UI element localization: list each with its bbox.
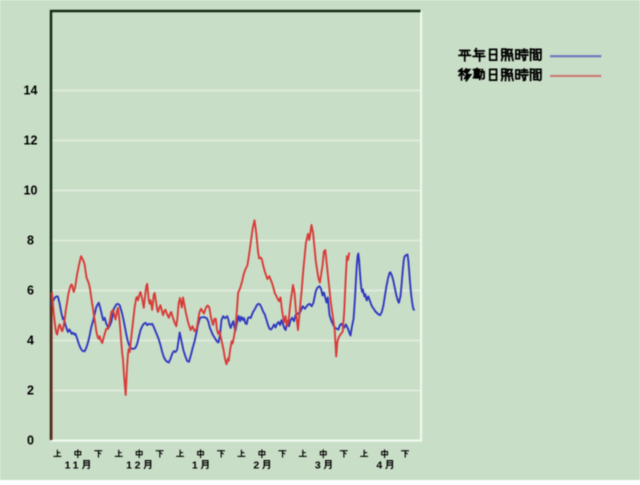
svg-text:4: 4: [27, 334, 34, 348]
svg-text:11: 11: [65, 459, 82, 471]
svg-text:2: 2: [27, 384, 34, 398]
svg-text:0: 0: [27, 434, 34, 448]
svg-text:12: 12: [126, 459, 143, 471]
svg-text:6: 6: [27, 284, 34, 298]
svg-text:4: 4: [376, 459, 385, 471]
svg-text:1: 1: [192, 459, 201, 471]
svg-text:10: 10: [24, 184, 38, 198]
svg-text:2: 2: [253, 459, 262, 471]
svg-text:3: 3: [315, 459, 324, 471]
svg-text:14: 14: [24, 84, 38, 98]
svg-text:12: 12: [24, 134, 38, 148]
svg-text:8: 8: [27, 234, 34, 248]
